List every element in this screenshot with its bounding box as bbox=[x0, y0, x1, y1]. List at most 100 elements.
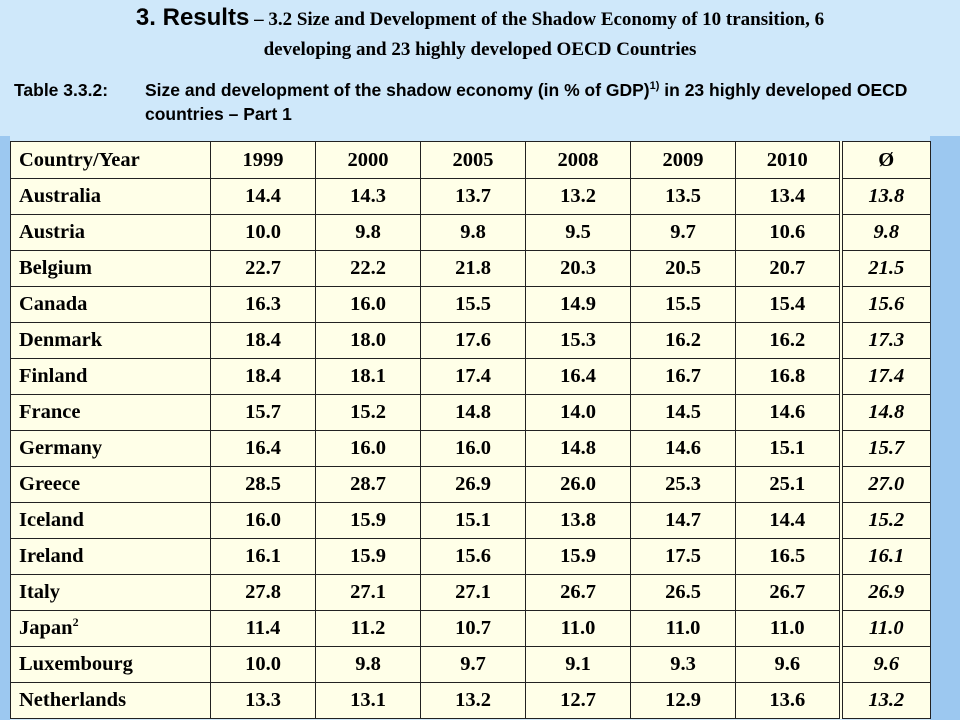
country-name: Ireland bbox=[19, 545, 84, 567]
value-cell: 10.0 bbox=[210, 214, 316, 251]
value-cell: 27.1 bbox=[420, 574, 526, 611]
value-cell: 16.4 bbox=[525, 358, 631, 395]
value-cell: 14.5 bbox=[630, 394, 736, 431]
value-cell: 11.2 bbox=[315, 610, 421, 647]
column-header-average: Ø bbox=[838, 141, 931, 179]
value-cell: 15.9 bbox=[525, 538, 631, 575]
value-cell: 27.8 bbox=[210, 574, 316, 611]
value-cell: 16.0 bbox=[315, 286, 421, 323]
table-row: Finland 18.4 18.1 17.4 16.4 16.7 16.8 17.4 bbox=[10, 358, 931, 395]
average-cell: 9.6 bbox=[838, 646, 931, 683]
table-row: Japan2 11.4 11.2 10.7 11.0 11.0 11.0 11.0 bbox=[10, 610, 931, 647]
caption-text: Size and development of the shadow econo… bbox=[145, 78, 945, 126]
value-cell: 17.4 bbox=[420, 358, 526, 395]
country-cell: Belgium bbox=[10, 250, 211, 287]
average-cell: 13.2 bbox=[838, 682, 931, 719]
average-cell: 17.3 bbox=[838, 322, 931, 359]
value-cell: 26.7 bbox=[525, 574, 631, 611]
value-cell: 14.8 bbox=[420, 394, 526, 431]
average-cell: 11.0 bbox=[838, 610, 931, 647]
value-cell: 20.3 bbox=[525, 250, 631, 287]
value-cell: 15.7 bbox=[210, 394, 316, 431]
value-cell: 25.3 bbox=[630, 466, 736, 503]
value-cell: 12.9 bbox=[630, 682, 736, 719]
value-cell: 26.9 bbox=[420, 466, 526, 503]
caption-label: Table 3.3.2: bbox=[14, 80, 109, 100]
country-name: Finland bbox=[19, 365, 88, 387]
average-cell: 15.2 bbox=[838, 502, 931, 539]
value-cell: 14.0 bbox=[525, 394, 631, 431]
left-side-band bbox=[0, 136, 10, 720]
country-name: Germany bbox=[19, 437, 103, 459]
value-cell: 26.5 bbox=[630, 574, 736, 611]
value-cell: 14.6 bbox=[630, 430, 736, 467]
country-cell: France bbox=[10, 394, 211, 431]
footnote-mark: 2 bbox=[72, 615, 79, 630]
country-cell: Germany bbox=[10, 430, 211, 467]
country-name: Italy bbox=[19, 581, 60, 603]
average-cell: 21.5 bbox=[838, 250, 931, 287]
value-cell: 13.2 bbox=[525, 178, 631, 215]
country-cell: Australia bbox=[10, 178, 211, 215]
value-cell: 15.9 bbox=[315, 502, 421, 539]
value-cell: 16.2 bbox=[630, 322, 736, 359]
caption-text-tail: in 23 highly developed OECD countries – … bbox=[145, 80, 908, 124]
average-cell: 13.8 bbox=[838, 178, 931, 215]
table-row: Belgium 22.7 22.2 21.8 20.3 20.5 20.7 21.5 bbox=[10, 250, 931, 287]
title-dash: – bbox=[249, 9, 269, 30]
value-cell: 10.0 bbox=[210, 646, 316, 683]
value-cell: 15.5 bbox=[420, 286, 526, 323]
value-cell: 10.7 bbox=[420, 610, 526, 647]
table-header-row: Country/Year 1999 2000 2005 2008 2009 20… bbox=[10, 141, 931, 179]
slide-title: 3. Results – 3.2 Size and Development of… bbox=[0, 0, 960, 64]
value-cell: 15.5 bbox=[630, 286, 736, 323]
table-row: Ireland 16.1 15.9 15.6 15.9 17.5 16.5 16.1 bbox=[10, 538, 931, 575]
value-cell: 14.9 bbox=[525, 286, 631, 323]
title-line-1-text: 3.2 Size and Development of the Shadow E… bbox=[268, 9, 825, 30]
table-row: Canada 16.3 16.0 15.5 14.9 15.5 15.4 15.6 bbox=[10, 286, 931, 323]
country-name: Australia bbox=[19, 185, 101, 207]
value-cell: 9.6 bbox=[735, 646, 841, 683]
country-name: Denmark bbox=[19, 329, 103, 351]
right-side-band bbox=[930, 136, 960, 720]
average-cell: 27.0 bbox=[838, 466, 931, 503]
table-row: Australia 14.4 14.3 13.7 13.2 13.5 13.4 13.8 bbox=[10, 178, 931, 215]
value-cell: 18.4 bbox=[210, 322, 316, 359]
value-cell: 27.1 bbox=[315, 574, 421, 611]
title-prefix: 3. Results bbox=[135, 4, 250, 31]
shadow-economy-table: Country/Year 1999 2000 2005 2008 2009 20… bbox=[10, 141, 931, 719]
value-cell: 15.6 bbox=[420, 538, 526, 575]
average-cell: 26.9 bbox=[838, 574, 931, 611]
country-cell: Ireland bbox=[10, 538, 211, 575]
table-row: Netherlands 13.3 13.1 13.2 12.7 12.9 13.6 13.2 bbox=[10, 682, 931, 719]
table-body: Australia 14.4 14.3 13.7 13.2 13.5 13.4 13.8 Aus… bbox=[10, 178, 931, 719]
column-header: Country/Year bbox=[10, 141, 211, 179]
value-cell: 9.8 bbox=[315, 214, 421, 251]
country-cell: Denmark bbox=[10, 322, 211, 359]
country-name: Greece bbox=[19, 473, 81, 495]
value-cell: 11.4 bbox=[210, 610, 316, 647]
value-cell: 20.5 bbox=[630, 250, 736, 287]
country-cell: Italy bbox=[10, 574, 211, 611]
value-cell: 10.6 bbox=[735, 214, 841, 251]
value-cell: 9.7 bbox=[630, 214, 736, 251]
value-cell: 11.0 bbox=[630, 610, 736, 647]
country-cell: Luxembourg bbox=[10, 646, 211, 683]
value-cell: 9.3 bbox=[630, 646, 736, 683]
average-cell: 14.8 bbox=[838, 394, 931, 431]
country-name: Belgium bbox=[19, 257, 92, 279]
value-cell: 20.7 bbox=[735, 250, 841, 287]
value-cell: 28.7 bbox=[315, 466, 421, 503]
table-row: Denmark 18.4 18.0 17.6 15.3 16.2 16.2 17.3 bbox=[10, 322, 931, 359]
value-cell: 14.3 bbox=[315, 178, 421, 215]
country-name: Luxembourg bbox=[19, 653, 133, 675]
country-cell: Austria bbox=[10, 214, 211, 251]
table-row: Austria 10.0 9.8 9.8 9.5 9.7 10.6 9.8 bbox=[10, 214, 931, 251]
value-cell: 22.2 bbox=[315, 250, 421, 287]
table-row: Iceland 16.0 15.9 15.1 13.8 14.7 14.4 15.2 bbox=[10, 502, 931, 539]
country-name: France bbox=[19, 401, 81, 423]
caption-footnote-mark: 1) bbox=[649, 80, 660, 93]
value-cell: 13.6 bbox=[735, 682, 841, 719]
value-cell: 16.2 bbox=[735, 322, 841, 359]
value-cell: 12.7 bbox=[525, 682, 631, 719]
